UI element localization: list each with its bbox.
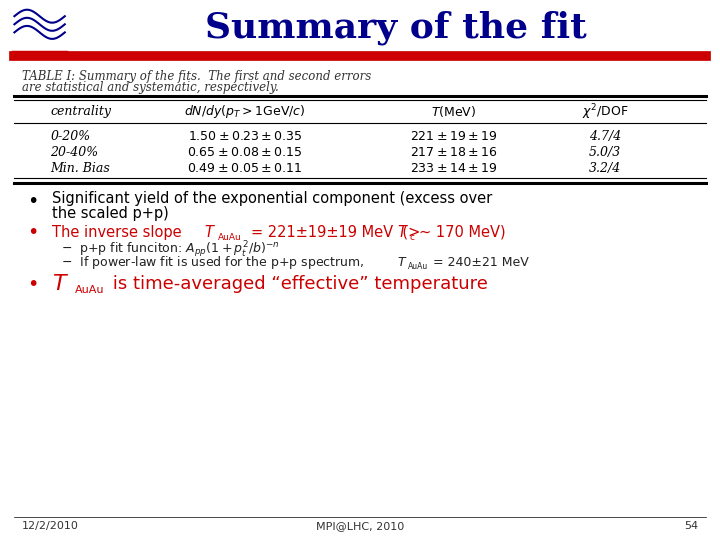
Text: = 221±19±19 MeV  (>: = 221±19±19 MeV (> <box>251 225 420 240</box>
Text: 12/2/2010: 12/2/2010 <box>22 521 78 531</box>
Text: ~ 170 MeV): ~ 170 MeV) <box>419 225 505 240</box>
Text: •: • <box>27 274 39 294</box>
Text: •: • <box>27 222 39 242</box>
Text: $233 \pm 14 \pm 19$: $233 \pm 14 \pm 19$ <box>410 162 498 175</box>
Text: 0-20%: 0-20% <box>50 130 91 143</box>
Text: $T$: $T$ <box>52 273 69 295</box>
Text: AuAu: AuAu <box>217 233 241 241</box>
Text: is time-averaged “effective” temperature: is time-averaged “effective” temperature <box>107 275 487 293</box>
Text: 5.0/3: 5.0/3 <box>589 146 621 159</box>
Text: $0.49 \pm 0.05 \pm 0.11$: $0.49 \pm 0.05 \pm 0.11$ <box>187 162 302 175</box>
Text: $-$  p+p fit funciton: $A_{pp}(1+p_{t}^{2}/b)^{-n}$: $-$ p+p fit funciton: $A_{pp}(1+p_{t}^{2… <box>61 239 280 260</box>
Text: the scaled p+p): the scaled p+p) <box>52 206 168 221</box>
Text: Significant yield of the exponential component (excess over: Significant yield of the exponential com… <box>52 191 492 206</box>
Text: AuAu: AuAu <box>408 262 428 271</box>
Text: $dN/dy(p_{T}>1{\rm GeV}/c)$: $dN/dy(p_{T}>1{\rm GeV}/c)$ <box>184 103 305 120</box>
Text: $0.65 \pm 0.08 \pm 0.15$: $0.65 \pm 0.08 \pm 0.15$ <box>187 146 302 159</box>
Text: $221 \pm 19 \pm 19$: $221 \pm 19 \pm 19$ <box>410 130 498 143</box>
Text: TABLE I: Summary of the fits.  The first and second errors: TABLE I: Summary of the fits. The first … <box>22 70 371 83</box>
Text: Min. Bias: Min. Bias <box>50 162 110 175</box>
Text: 3.2/4: 3.2/4 <box>589 162 621 175</box>
Text: centrality: centrality <box>50 105 112 118</box>
Text: 54: 54 <box>684 521 698 531</box>
Text: •: • <box>27 192 39 212</box>
Text: $217 \pm 18 \pm 16$: $217 \pm 18 \pm 16$ <box>410 146 498 159</box>
Text: $1.50 \pm 0.23 \pm 0.35$: $1.50 \pm 0.23 \pm 0.35$ <box>187 130 302 143</box>
Text: AuAu: AuAu <box>75 285 104 295</box>
Text: $T({\rm MeV})$: $T({\rm MeV})$ <box>431 104 476 119</box>
Text: 20-40%: 20-40% <box>50 146 99 159</box>
Text: c: c <box>410 233 415 241</box>
Text: $T$: $T$ <box>397 256 408 269</box>
Text: $T$: $T$ <box>204 224 216 240</box>
Text: $\chi^{2}/{\rm DOF}$: $\chi^{2}/{\rm DOF}$ <box>582 102 628 122</box>
Text: $T$: $T$ <box>397 224 410 240</box>
Text: 4.7/4: 4.7/4 <box>589 130 621 143</box>
Text: MPI@LHC, 2010: MPI@LHC, 2010 <box>316 521 404 531</box>
Text: The inverse slope: The inverse slope <box>52 225 186 240</box>
Text: are statistical and systematic, respectively.: are statistical and systematic, respecti… <box>22 81 279 94</box>
Text: = 240±21 MeV: = 240±21 MeV <box>433 256 529 269</box>
Text: Summary of the fit: Summary of the fit <box>205 11 587 45</box>
Text: $-$  If power-law fit is used for the p+p spectrum,: $-$ If power-law fit is used for the p+p… <box>61 254 366 272</box>
